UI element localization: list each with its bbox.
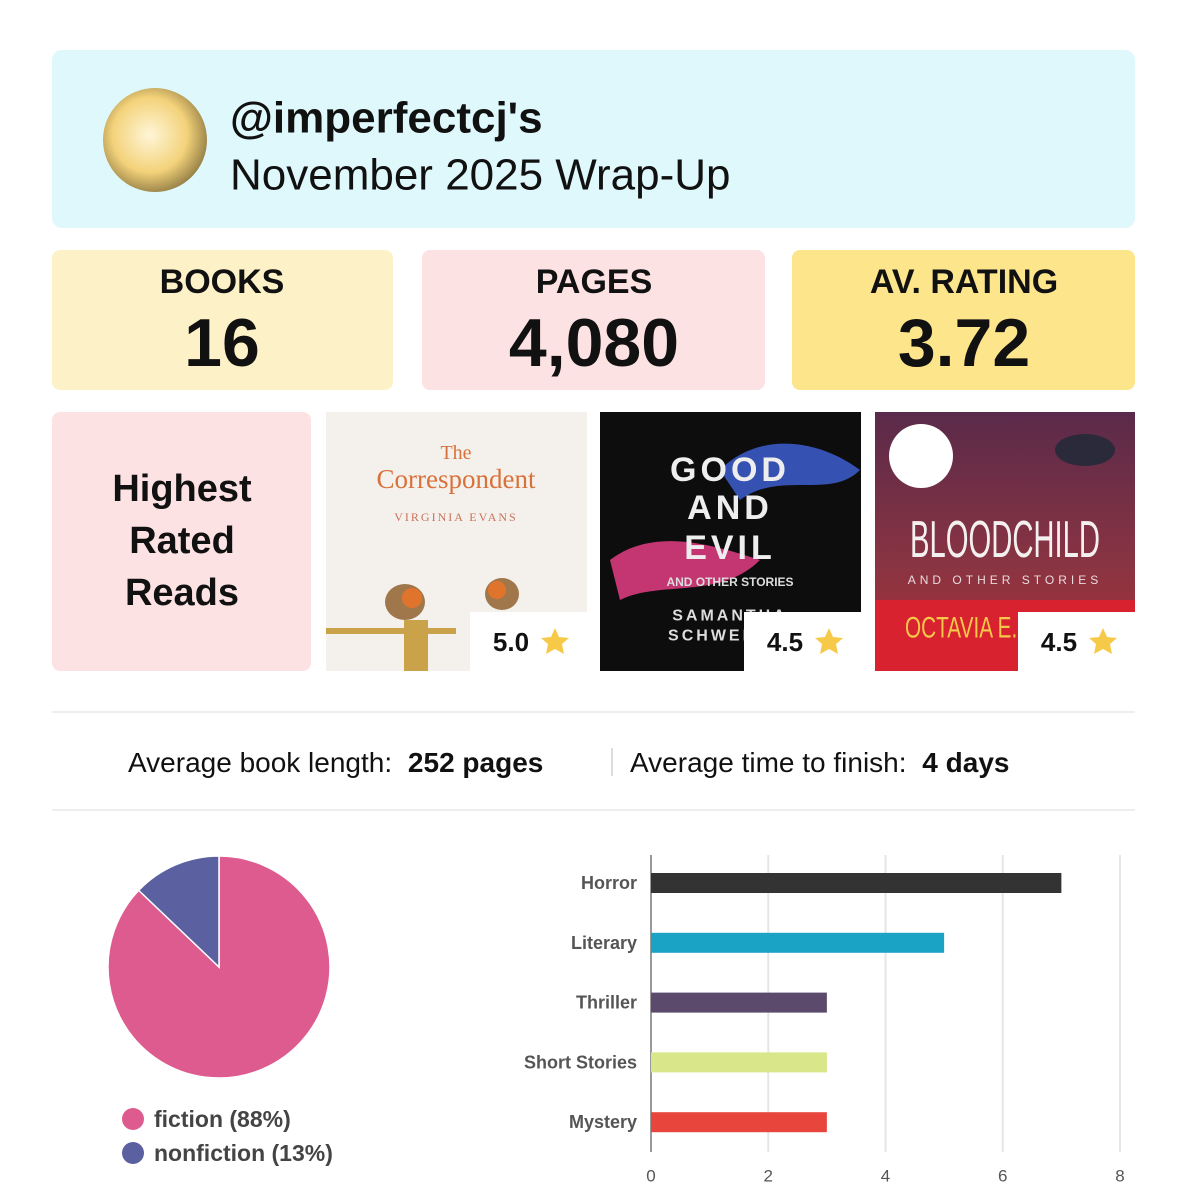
cover-text: AND OTHER STORIES [908,573,1102,587]
rating: 5.0 [493,627,529,657]
stat-label: PAGES [536,263,653,301]
highest-rated-heading: Rated [129,520,235,562]
cover-text: AND [687,489,773,527]
badge [744,612,861,671]
badge [1018,612,1135,671]
stat-card [52,250,393,390]
bar [651,873,1062,893]
cover-seal [889,424,953,488]
average-value: 4 days [922,747,1009,778]
highest-rated-heading: Reads [125,572,239,614]
cover-text: VIRGINIA EVANS [394,510,517,524]
averages-line: Average book length: 252 pages [128,747,543,778]
stat-card [792,250,1135,390]
y-tick-label: Literary [571,933,637,953]
star-icon [815,628,843,654]
star-icon [541,628,569,654]
stat-value: 4,080 [509,305,679,381]
handle: @imperfectcj's [230,94,543,143]
legend-swatch [122,1108,144,1130]
legend-label: fiction (88%) [154,1106,291,1132]
cover-art [720,443,860,500]
stat-card [422,250,765,390]
rating-badge: 4.5 [1018,612,1135,671]
cover-text: Correspondent [377,464,536,494]
rating: 4.5 [767,627,803,657]
rating-badge: 4.5 [744,612,861,671]
cover-text: BLOODCHILD [910,511,1100,569]
bar [651,992,827,1013]
rating-badge: 5.0 [470,612,587,671]
rating: 4.5 [1041,627,1077,657]
stat-label: BOOKS [160,263,285,301]
y-tick-label: Thriller [576,993,637,1013]
average-value: 252 pages [408,747,543,778]
x-tick-label: 6 [998,1167,1007,1186]
book-cover[interactable]: The Correspondent VIRGINIA EVANS [326,412,587,671]
x-tick-label: 4 [881,1167,890,1186]
robin [402,588,422,608]
y-tick-label: Mystery [569,1112,637,1132]
average-label: Average time to finish: [630,747,907,778]
cover-art [1055,434,1115,466]
legend-label: nonfiction (13%) [154,1140,333,1166]
header-title: November 2025 Wrap-Up [230,151,731,200]
cover-art [610,541,760,600]
bar [651,1052,827,1073]
stat-label: AV. RATING [870,263,1058,301]
branch [326,628,456,634]
badge [470,612,587,671]
avatar[interactable] [103,88,207,192]
pie-slice [137,855,220,969]
cover-text: GOOD [670,451,790,489]
cover-text: AND OTHER STORIES [666,575,793,589]
bar [651,1112,827,1133]
bar [651,932,945,953]
y-tick-label: Short Stories [524,1052,637,1072]
average-label: Average book length: [128,747,392,778]
x-tick-label: 8 [1115,1167,1124,1186]
x-tick-label: 0 [646,1167,655,1186]
header-card [52,50,1135,228]
averages-line: Average time to finish: 4 days [630,747,1009,778]
highest-rated-card [52,412,311,671]
stat-value: 16 [184,305,260,381]
cover-text: EVIL [684,529,776,567]
legend-swatch [122,1142,144,1164]
y-tick-label: Horror [581,873,637,893]
highest-rated-heading: Highest [112,468,252,510]
post [404,620,428,671]
cover-text: The [440,442,471,464]
robin [488,581,506,599]
stat-value: 3.72 [898,305,1030,381]
x-tick-label: 2 [764,1167,773,1186]
star-icon [1089,628,1117,654]
